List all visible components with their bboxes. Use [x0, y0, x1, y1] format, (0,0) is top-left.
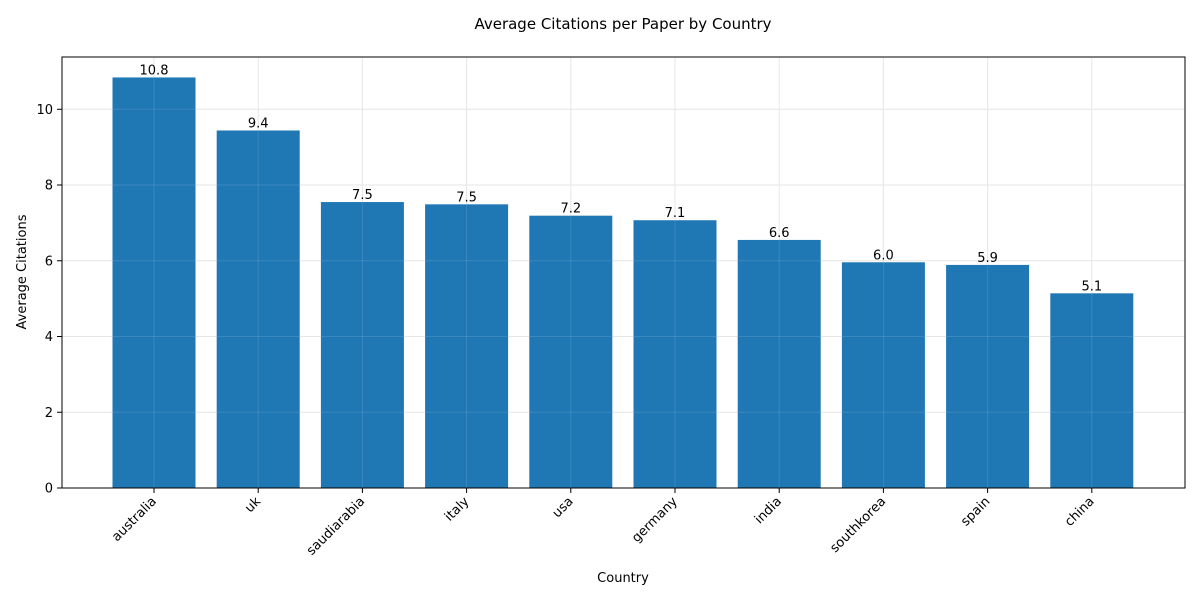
data-label-australia: 10.8 [140, 63, 169, 78]
x-tick-label-uk: uk [242, 494, 264, 516]
x-axis: australia uk saudiarabia italy usa germany ind… [109, 488, 1098, 559]
data-label-usa: 7.2 [560, 202, 581, 217]
x-tick-label-germany: germany [629, 494, 681, 546]
x-tick-label-australia: australia [109, 494, 160, 545]
bar-saudiarabia [320, 202, 404, 488]
x-tick-label-italy: italy [442, 494, 473, 525]
data-label-china: 5.1 [1081, 279, 1102, 294]
y-tick-label: 4 [45, 330, 53, 345]
y-axis-title: Average Citations [15, 214, 30, 329]
bar-spain [946, 264, 1030, 488]
data-label-spain: 5.9 [977, 251, 998, 266]
x-tick-label-southkorea: southkorea [827, 494, 889, 556]
data-label-india: 6.6 [769, 226, 790, 241]
bar-uk [216, 130, 300, 488]
x-tick-label-india: india [752, 494, 785, 527]
bar-china [1050, 293, 1134, 488]
bars: 10.8 9.4 7.5 7.5 7.2 7.1 6.6 6.0 5.9 5.1 [112, 63, 1134, 489]
x-tick-label-usa: usa [550, 494, 577, 521]
bar-germany [633, 220, 717, 488]
bar-india [737, 239, 821, 488]
chart-title: Average Citations per Paper by Country [474, 15, 771, 33]
y-tick-label: 10 [36, 103, 53, 118]
data-label-italy: 7.5 [456, 190, 477, 205]
data-label-uk: 9.4 [248, 116, 269, 131]
bar-usa [529, 215, 613, 488]
x-tick-label-china: china [1062, 494, 1098, 530]
y-tick-label: 8 [45, 179, 53, 194]
bar-southkorea [841, 262, 925, 488]
data-label-germany: 7.1 [665, 206, 686, 221]
bar-australia [112, 77, 196, 489]
plot-frame [61, 56, 1186, 489]
y-tick-label: 2 [45, 406, 53, 421]
y-tick-label: 0 [45, 482, 53, 497]
y-axis: 0 2 4 6 8 10 [36, 103, 62, 497]
data-label-southkorea: 6.0 [873, 248, 894, 263]
y-tick-label: 6 [45, 254, 53, 269]
bar-italy [425, 204, 509, 489]
data-label-saudiarabia: 7.5 [352, 188, 373, 203]
x-tick-label-spain: spain [958, 494, 993, 529]
x-tick-label-saudiarabia: saudiarabia [304, 494, 368, 558]
x-axis-title: Country [597, 571, 649, 586]
